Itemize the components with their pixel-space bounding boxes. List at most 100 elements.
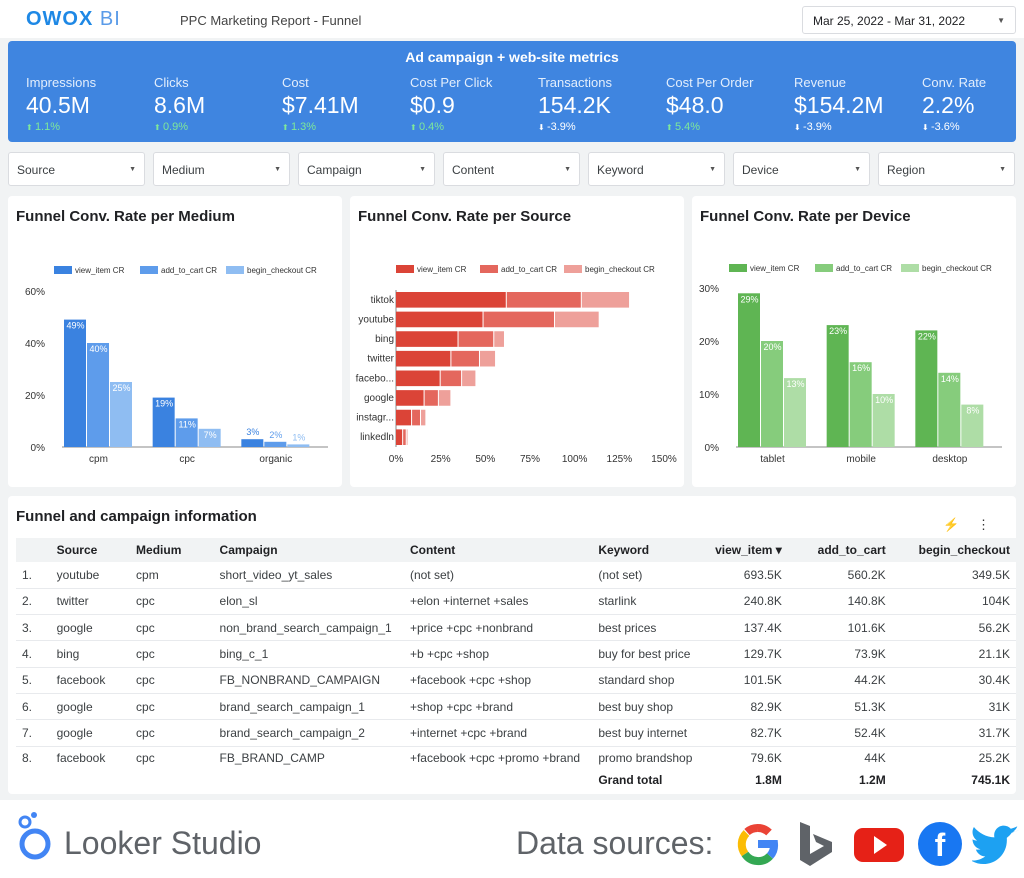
- kpi-delta-value: 5.4%: [674, 121, 701, 133]
- cell-add-to-cart: 560.2K: [787, 562, 892, 589]
- bar: [241, 439, 264, 447]
- cell-source: google: [50, 719, 131, 747]
- data-label: 40%: [89, 344, 107, 354]
- cell-content: +facebook +cpc +shop: [403, 667, 593, 694]
- cell-view-item: 82.7K: [706, 719, 788, 747]
- table-row[interactable]: 5. facebook cpc FB_NONBRAND_CAMPAIGN +facebo…: [16, 667, 1016, 694]
- y-tick-label: 30%: [699, 284, 719, 295]
- legend-swatch: [815, 264, 833, 272]
- legend-swatch: [396, 265, 414, 273]
- filter-content[interactable]: Content ▼: [443, 152, 580, 186]
- date-range-value: Mar 25, 2022 - Mar 31, 2022: [813, 14, 966, 28]
- y-tick-label: tiktok: [371, 295, 395, 306]
- y-tick-label: 10%: [699, 390, 719, 401]
- kpi-value: 154.2K: [538, 92, 611, 118]
- filter-keyword[interactable]: Keyword ▼: [588, 152, 725, 186]
- total-label: Grand total: [598, 772, 663, 787]
- filter-region[interactable]: Region ▼: [878, 152, 1015, 186]
- cell-begin-checkout: 56.2K: [891, 614, 1016, 642]
- col-content[interactable]: Content: [403, 538, 593, 562]
- cell-add-to-cart: 51.3K: [787, 693, 892, 721]
- y-tick-label: youtube: [358, 314, 394, 325]
- bar-segment: [406, 429, 408, 445]
- table-row[interactable]: 2. twitter cpc elon_sl +elon +internet +sale…: [16, 588, 1016, 616]
- filter-label: Region: [887, 163, 926, 177]
- logo-main: OWOX: [26, 8, 94, 30]
- funnel-table: Source Medium Campaign Content Keyword v…: [16, 538, 1016, 791]
- bar: [175, 418, 198, 447]
- legend-swatch: [480, 265, 498, 273]
- kpi-delta: ⬆ 0.4%: [410, 121, 538, 133]
- total-view-item: 1.8M: [755, 772, 782, 787]
- more-vert-icon[interactable]: ⋮: [977, 517, 990, 532]
- legend-label: add_to_cart CR: [501, 265, 557, 274]
- chart-title: Funnel Conv. Rate per Device: [700, 208, 911, 225]
- cell-medium: cpc: [130, 640, 214, 668]
- x-tick-label: cpc: [179, 454, 195, 465]
- table-row[interactable]: 1. youtube cpm short_video_yt_sales (not set…: [16, 562, 1016, 589]
- legend-swatch: [564, 265, 582, 273]
- col-campaign[interactable]: Campaign: [213, 538, 404, 562]
- kpi-revenue: Revenue $154.2M ⬇ -3.9%: [794, 75, 922, 133]
- logo-suffix: BI: [99, 8, 121, 30]
- data-label: 1%: [292, 432, 305, 442]
- bar-segment: [396, 311, 483, 328]
- kpi-panel: Ad campaign + web-site metrics Impressio…: [8, 41, 1016, 142]
- total-begin-checkout: 745.1K: [971, 772, 1010, 787]
- arrow-up-icon: ⬆: [410, 123, 419, 132]
- bar-segment: [396, 350, 451, 367]
- bar: [849, 362, 872, 447]
- google-icon: [737, 824, 779, 866]
- bar: [961, 404, 984, 447]
- y-tick-label: linkedln: [360, 432, 394, 443]
- data-label: 8%: [966, 406, 979, 416]
- filter-device[interactable]: Device ▼: [733, 152, 870, 186]
- table-row[interactable]: 4. bing cpc bing_c_1 +b +cpc +shop buy for be…: [16, 640, 1016, 668]
- col-medium[interactable]: Medium: [130, 538, 214, 562]
- row-index: 6.: [16, 693, 51, 721]
- table-row[interactable]: 3. google cpc non_brand_search_campaign_1 +p…: [16, 614, 1016, 642]
- filter-source[interactable]: Source ▼: [8, 152, 145, 186]
- col-add-to-cart[interactable]: add_to_cart: [787, 538, 892, 562]
- col-view-item[interactable]: view_item ▾: [706, 538, 788, 562]
- device-bar-chart: view_item CR add_to_cart CR begin_checkout…: [699, 264, 1002, 465]
- bar: [198, 428, 221, 447]
- cell-medium: cpm: [130, 562, 214, 589]
- row-index: 4.: [16, 640, 51, 668]
- filter-medium[interactable]: Medium ▼: [153, 152, 290, 186]
- y-tick-label: instagr...: [356, 413, 394, 424]
- y-tick-label: 60%: [25, 287, 45, 298]
- filter-label: Medium: [162, 163, 205, 177]
- row-index: 1.: [16, 562, 51, 589]
- table-row[interactable]: 7. google cpc brand_search_campaign_2 +inter…: [16, 719, 1016, 747]
- kpi-value: 2.2%: [922, 92, 975, 118]
- facebook-icon: f: [918, 822, 962, 866]
- bar: [64, 319, 86, 447]
- kpi-delta-value: 0.9%: [162, 121, 189, 133]
- cell-content: (not set): [403, 562, 593, 589]
- chart-card-source: Funnel Conv. Rate per Source view_item C…: [350, 196, 684, 487]
- col-keyword[interactable]: Keyword: [592, 538, 707, 562]
- kpi-label: Transactions: [538, 75, 612, 90]
- table-row[interactable]: 8. facebook cpc FB_BRAND_CAMP +facebook +cpc…: [16, 746, 1016, 769]
- row-index: 3.: [16, 614, 51, 642]
- table-row[interactable]: 6. google cpc brand_search_campaign_1 +shop …: [16, 693, 1016, 721]
- chart-card-medium: Funnel Conv. Rate per Medium view_item C…: [8, 196, 342, 487]
- bar-segment: [403, 429, 406, 445]
- cell-medium: cpc: [130, 588, 214, 616]
- filter-campaign[interactable]: Campaign ▼: [298, 152, 435, 186]
- cell-begin-checkout: 25.2K: [978, 750, 1010, 765]
- kpi-cost-per-click: Cost Per Click $0.9 ⬆ 0.4%: [410, 75, 538, 133]
- arrow-down-icon: ⬇: [538, 123, 547, 132]
- date-range-picker[interactable]: Mar 25, 2022 - Mar 31, 2022 ▼: [802, 6, 1016, 34]
- cell-keyword: (not set): [592, 562, 707, 589]
- bar-segment: [424, 390, 438, 406]
- cell-add-to-cart: 73.9K: [787, 640, 892, 668]
- col-source[interactable]: Source: [50, 538, 131, 562]
- kpi-value: 40.5M: [26, 92, 90, 118]
- bar-segment: [462, 370, 476, 387]
- col-begin-checkout[interactable]: begin_checkout: [891, 538, 1016, 562]
- cell-add-to-cart: 140.8K: [787, 588, 892, 616]
- lightning-icon[interactable]: ⚡: [943, 517, 960, 532]
- kpi-label: Cost: [282, 75, 309, 90]
